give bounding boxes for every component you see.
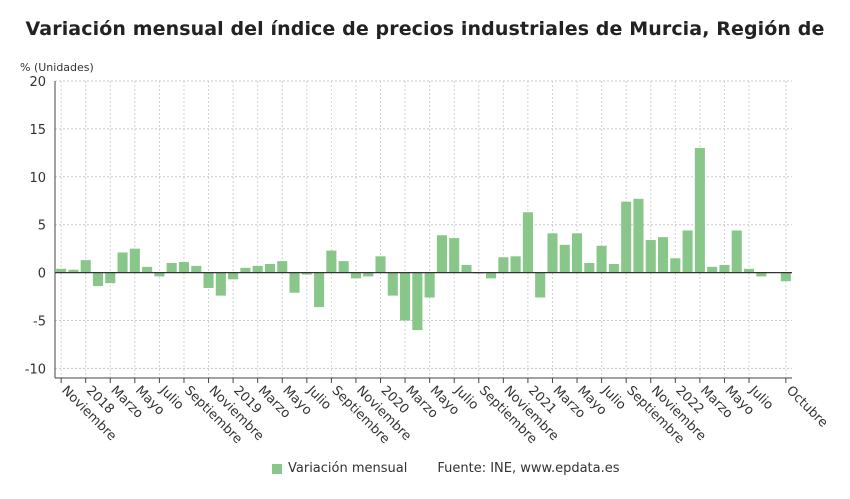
bar [657,237,669,273]
bar [510,256,521,273]
bar [559,244,570,273]
bar [191,265,202,273]
source-label: Fuente: INE, www.epdata.es [437,461,620,476]
bar [68,269,79,273]
bar [338,261,349,273]
bar [633,198,644,273]
bar [719,264,730,273]
bar [547,233,558,273]
y-tick-label: 20 [29,75,46,90]
bar [707,266,718,273]
bar [412,272,423,331]
y-tick-label: 15 [29,123,46,138]
bar [756,272,767,277]
x-tick-label: Octubre [783,383,830,430]
bar [129,248,140,273]
bar [645,240,656,273]
y-tick-label: -5 [33,315,46,330]
bar [203,272,214,288]
bar [670,258,681,273]
bar [731,230,742,273]
bar [277,261,288,273]
bar [166,263,177,273]
bar [326,250,337,273]
y-tick-label: -10 [25,362,46,377]
legend: Variación mensual Fuente: INE, www.epdat… [272,461,620,476]
bar [350,272,361,279]
legend-swatch [272,463,282,474]
bar [154,272,165,277]
bar [498,257,509,273]
bar [461,264,472,273]
bar [584,263,595,273]
bar [608,263,619,273]
bar [105,272,116,284]
bar [596,245,607,273]
axes [54,81,792,383]
bar [449,238,460,273]
bar [424,272,435,298]
bar [387,272,398,296]
bar [522,212,533,273]
bar [117,252,128,273]
bar [264,263,275,273]
bar [743,268,755,273]
legend-series-label: Variación mensual [288,461,408,476]
bar [80,260,91,273]
bar [314,272,325,308]
bar [486,272,497,279]
bar [572,233,583,273]
bar [694,148,705,273]
bar [301,272,312,275]
bar [375,256,386,273]
bar [56,268,67,273]
x-tick-labels: Noviembre2018MarzoMayoJulioSeptiembreNov… [58,383,830,447]
bar [535,272,546,298]
y-tick-labels: 20 15 10 5 0 -5 -10 [25,75,46,377]
bars [56,148,791,331]
y-tick-label: 0 [38,267,46,282]
gridlines [55,80,792,378]
chart-title: Variación mensual del índice de precios … [25,18,825,40]
bar [363,272,374,277]
bar [682,230,693,273]
bar [621,201,632,273]
bar [289,272,300,293]
y-axis-unit-label: % (Unidades) [20,61,94,74]
bar [228,272,239,280]
bar [178,262,190,273]
bar [400,272,411,321]
bar [92,272,104,287]
y-tick-label: 10 [29,171,46,186]
bar [436,235,447,273]
y-tick-label: 5 [38,219,46,234]
bar [215,272,226,296]
bar [780,272,791,282]
bar [142,266,153,273]
bar [252,265,263,273]
bar [240,267,251,273]
